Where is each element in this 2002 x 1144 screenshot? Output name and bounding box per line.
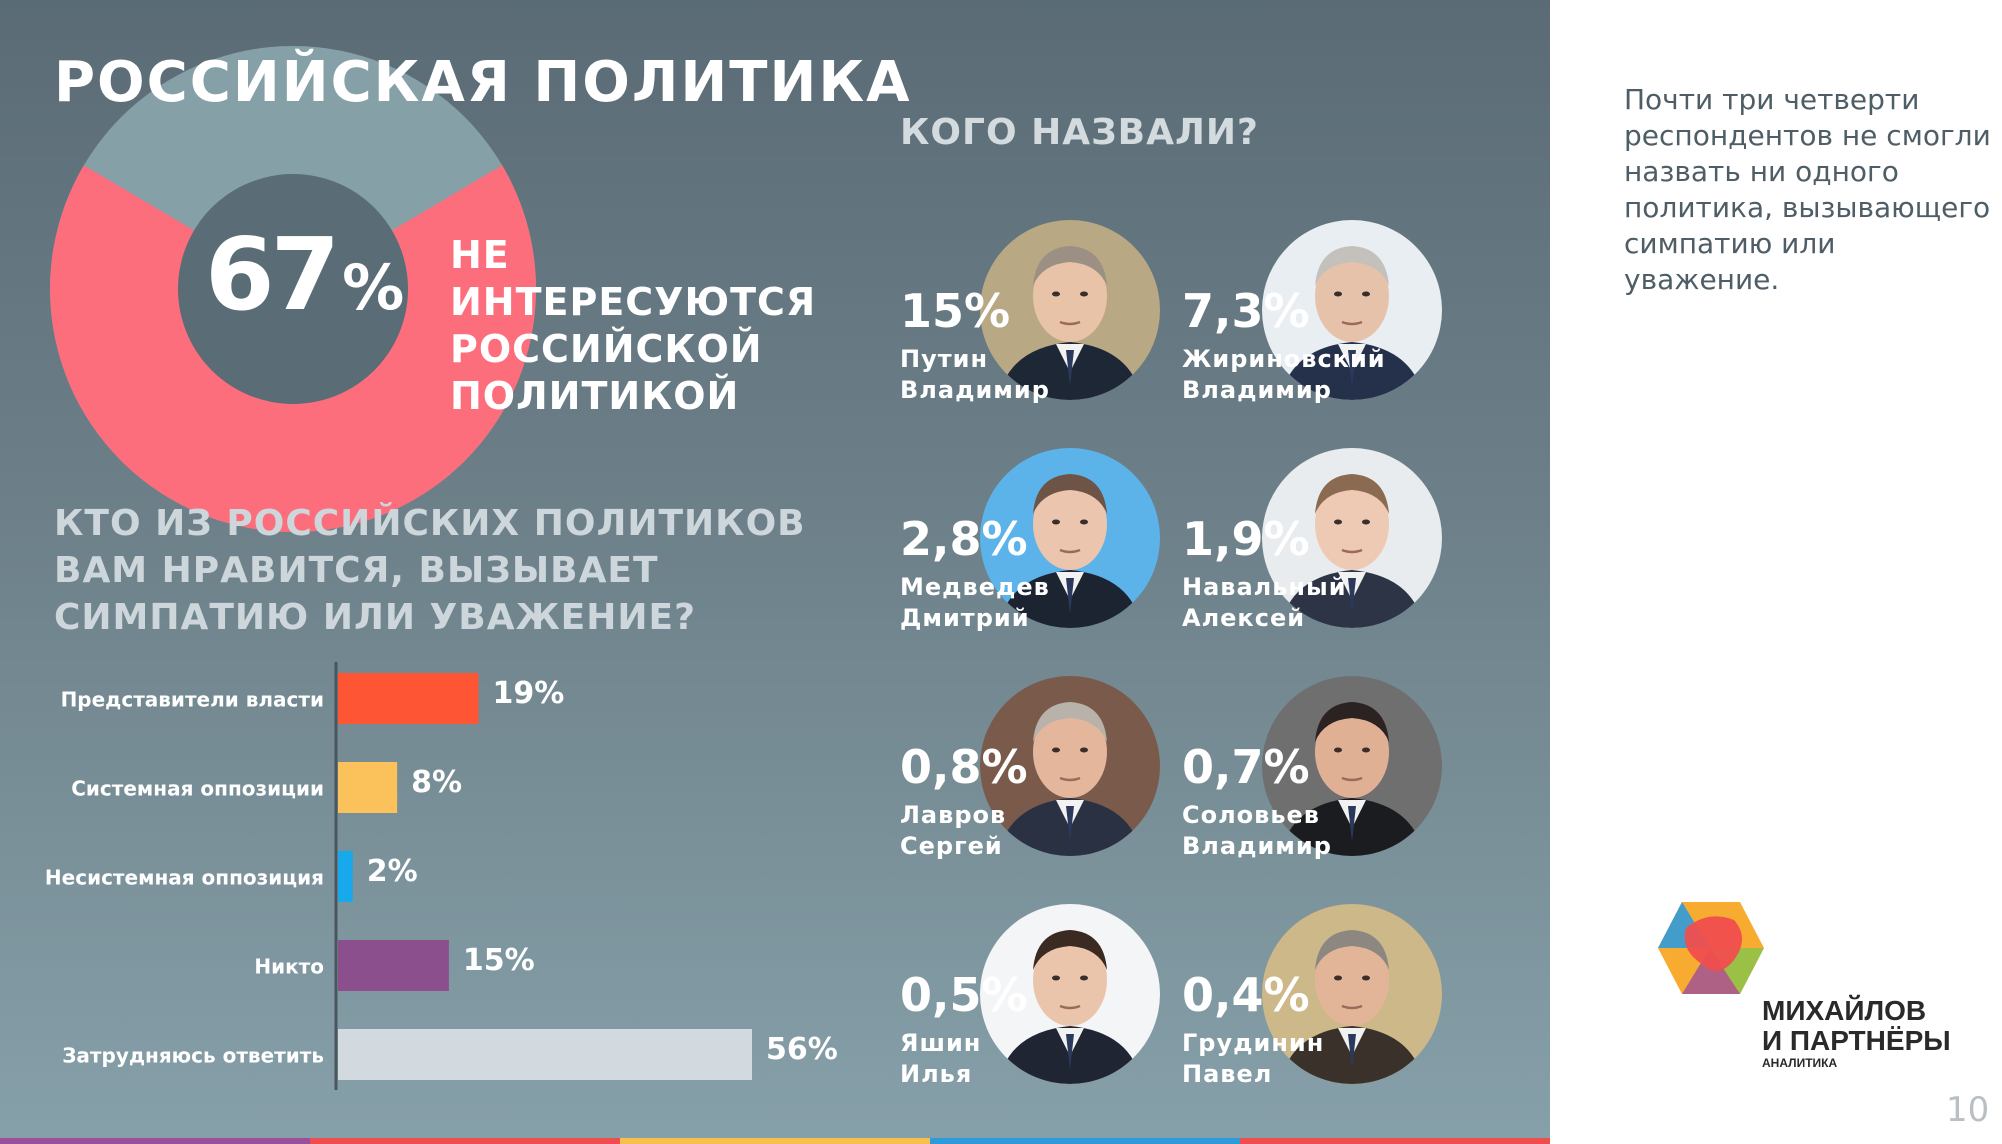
politician-percent: 0,7% — [1182, 740, 1310, 794]
politician-card: 0,8% Лавров Сергей — [900, 676, 1200, 866]
politician-given-name: Илья — [900, 1060, 973, 1088]
politician-name: Яшин Илья — [900, 1028, 981, 1090]
survey-question: КТО ИЗ РОССИЙСКИХ ПОЛИТИКОВ ВАМ НРАВИТСЯ… — [54, 503, 806, 638]
politician-photo — [1262, 220, 1442, 400]
logo-name-line2: И ПАРТНЁРЫ — [1762, 1025, 1951, 1056]
bar — [338, 851, 353, 902]
politician-photo — [980, 676, 1160, 856]
politician-surname: Медведев — [900, 573, 1050, 601]
content-panel: РОССИЙСКАЯ ПОЛИТИКА 67% НЕ ИНТЕРЕСУЮТСЯ … — [0, 0, 1550, 1144]
politician-name: Навальный Алексей — [1182, 572, 1347, 634]
politician-surname: Грудинин — [1182, 1029, 1325, 1057]
stripe-segment — [0, 1138, 310, 1144]
politician-photo — [1262, 904, 1442, 1084]
donut-value: 67% — [205, 225, 425, 325]
politician-card: 0,5% Яшин Илья — [900, 904, 1200, 1094]
bar-value-label: 19% — [492, 676, 564, 711]
politician-given-name: Владимир — [1182, 832, 1332, 860]
bar-value-label: 2% — [367, 854, 418, 889]
politician-card: 15% Путин Владимир — [900, 220, 1200, 410]
politician-percent: 0,5% — [900, 968, 1028, 1022]
logo-subtitle: АНАЛИТИКА — [1762, 1056, 1838, 1070]
summary-note: Почти три четверти респондентов не смогл… — [1624, 83, 1991, 296]
politician-card: 1,9% Навальный Алексей — [1182, 448, 1482, 638]
politician-card: 2,8% Медведев Дмитрий — [900, 448, 1200, 638]
politician-given-name: Павел — [1182, 1060, 1273, 1088]
bar-value-label: 8% — [411, 765, 462, 800]
politician-photo — [1262, 676, 1442, 856]
page-number: 10 — [1946, 1090, 1990, 1130]
politician-given-name: Алексей — [1182, 604, 1306, 632]
side-panel — [1550, 0, 2002, 1144]
bar-chart: Представители власти 19% Системная оппозиц… — [45, 662, 838, 1090]
politician-percent: 0,4% — [1182, 968, 1310, 1022]
politician-photo — [980, 904, 1160, 1084]
politician-card: 0,4% Грудинин Павел — [1182, 904, 1482, 1094]
who-title: КОГО НАЗВАЛИ? — [900, 112, 1259, 153]
politician-name: Медведев Дмитрий — [900, 572, 1050, 634]
donut-value-number: 67 — [205, 216, 340, 333]
politician-photo — [980, 220, 1160, 400]
politician-given-name: Владимир — [1182, 376, 1332, 404]
bar — [338, 673, 479, 724]
donut-chart — [50, 46, 536, 532]
logo-name-line1: МИХАЙЛОВ — [1762, 995, 1927, 1026]
politician-percent: 15% — [900, 284, 1011, 338]
stripe-segment — [620, 1138, 930, 1144]
bar-value-label: 56% — [766, 1032, 838, 1067]
politician-surname: Лавров — [900, 801, 1007, 829]
donut-hole — [178, 174, 408, 404]
stripe-segment — [930, 1138, 1240, 1144]
politician-card: 0,7% Соловьев Владимир — [1182, 676, 1482, 866]
politician-given-name: Дмитрий — [900, 604, 1030, 632]
bar-value-label: 15% — [463, 943, 535, 978]
politician-surname: Навальный — [1182, 573, 1347, 601]
politician-surname: Соловьев — [1182, 801, 1320, 829]
politician-card: 7,3% Жириновский Владимир — [1182, 220, 1482, 410]
bar-category-label: Никто — [254, 955, 324, 979]
politician-name: Лавров Сергей — [900, 800, 1006, 862]
bar-category-label: Системная оппозиции — [71, 777, 324, 801]
bar — [338, 1029, 752, 1080]
politician-percent: 2,8% — [900, 512, 1028, 566]
politician-surname: Путин — [900, 345, 989, 373]
bar — [338, 762, 398, 813]
company-logo-icon — [1658, 902, 1764, 994]
donut-caption: НЕ ИНТЕРЕСУЮТСЯ РОССИЙСКОЙ ПОЛИТИКОЙ — [450, 233, 817, 418]
bar-category-label: Затрудняюсь ответить — [62, 1044, 324, 1068]
donut-value-percent: % — [342, 251, 405, 324]
bar — [338, 940, 449, 991]
politician-name: Грудинин Павел — [1182, 1028, 1324, 1090]
politician-surname: Жириновский — [1182, 345, 1386, 373]
politician-photo — [1262, 448, 1442, 628]
bar-category-label: Представители власти — [61, 688, 324, 712]
politician-photo — [980, 448, 1160, 628]
page-title: РОССИЙСКАЯ ПОЛИТИКА — [54, 50, 912, 115]
politician-surname: Яшин — [900, 1029, 982, 1057]
politician-percent: 0,8% — [900, 740, 1028, 794]
politician-name: Жириновский Владимир — [1182, 344, 1386, 406]
politician-name: Соловьев Владимир — [1182, 800, 1332, 862]
politician-percent: 1,9% — [1182, 512, 1310, 566]
stripe-segment — [1240, 1138, 1550, 1144]
bottom-stripe — [0, 1138, 1550, 1144]
stripe-segment — [310, 1138, 620, 1144]
bar-category-label: Несистемная оппозиция — [45, 866, 324, 890]
politician-given-name: Владимир — [900, 376, 1050, 404]
politician-name: Путин Владимир — [900, 344, 1050, 406]
politician-given-name: Сергей — [900, 832, 1003, 860]
politician-percent: 7,3% — [1182, 284, 1310, 338]
